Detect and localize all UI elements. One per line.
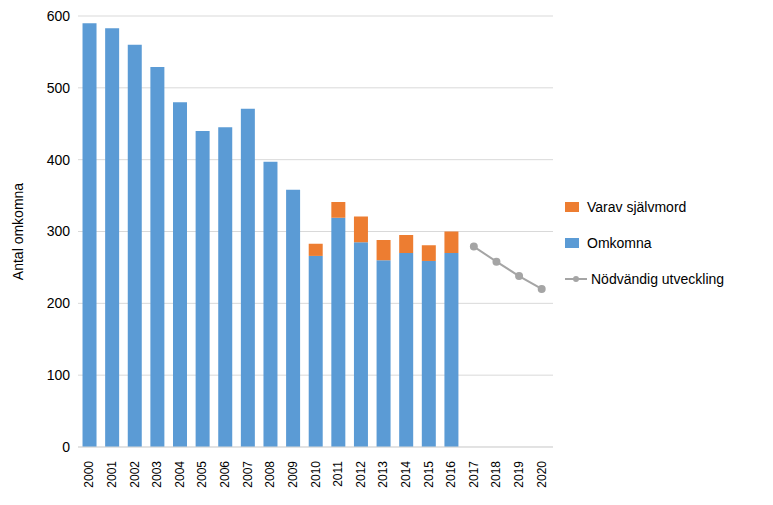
svg-text:2003: 2003 xyxy=(150,461,164,488)
svg-text:2007: 2007 xyxy=(241,461,255,488)
svg-text:2000: 2000 xyxy=(82,461,96,488)
svg-text:2020: 2020 xyxy=(535,461,549,488)
svg-text:2010: 2010 xyxy=(309,461,323,488)
svg-text:2018: 2018 xyxy=(489,461,503,488)
svg-text:2019: 2019 xyxy=(512,461,526,488)
svg-text:2005: 2005 xyxy=(195,461,209,488)
svg-text:2017: 2017 xyxy=(467,461,481,488)
svg-text:600: 600 xyxy=(47,8,71,24)
svg-text:0: 0 xyxy=(62,439,70,455)
svg-text:2012: 2012 xyxy=(354,461,368,488)
svg-text:Antal omkomna: Antal omkomna xyxy=(10,183,26,280)
svg-text:500: 500 xyxy=(47,80,71,96)
svg-text:2004: 2004 xyxy=(173,461,187,488)
svg-text:2014: 2014 xyxy=(399,461,413,488)
svg-text:2011: 2011 xyxy=(331,461,345,487)
html-text:Varav självmord: Varav självmord xyxy=(587,198,687,215)
svg-text:2009: 2009 xyxy=(286,461,300,488)
html-text:Omkomna: Omkomna xyxy=(587,234,652,251)
svg-text:100: 100 xyxy=(47,367,71,383)
svg-text:200: 200 xyxy=(47,295,71,311)
svg-text:2002: 2002 xyxy=(128,461,142,488)
svg-text:2008: 2008 xyxy=(263,461,277,488)
svg-text:2001: 2001 xyxy=(105,461,119,488)
svg-text:400: 400 xyxy=(47,152,71,168)
svg-text:2006: 2006 xyxy=(218,461,232,488)
svg-text:2016: 2016 xyxy=(444,461,458,488)
html-text:Nödvändig utveckling: Nödvändig utveckling xyxy=(591,270,725,287)
svg-text:2013: 2013 xyxy=(376,461,390,488)
svg-text:300: 300 xyxy=(47,223,71,239)
svg-text:2015: 2015 xyxy=(422,461,436,488)
